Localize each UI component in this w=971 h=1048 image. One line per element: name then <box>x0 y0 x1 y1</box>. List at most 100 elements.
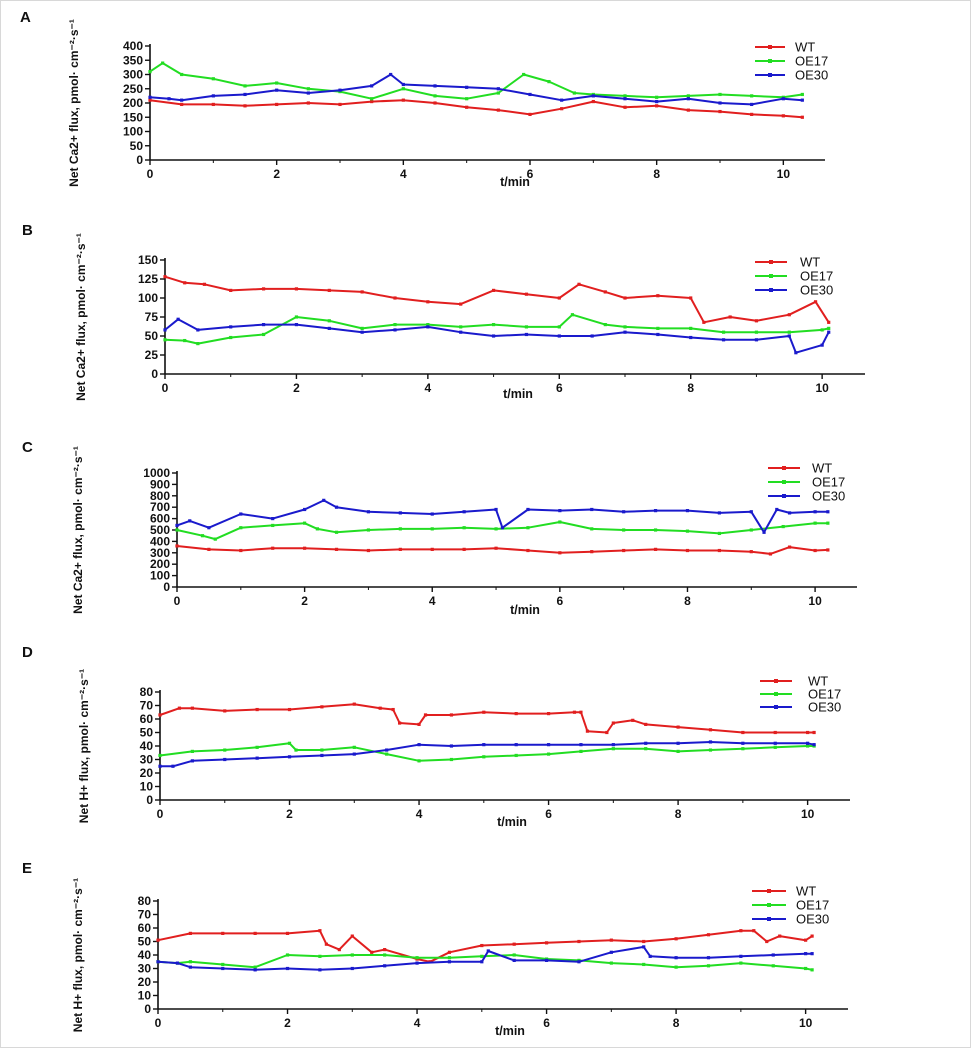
data-point-wt <box>749 550 753 554</box>
data-point-wt <box>180 102 184 107</box>
data-point-oe17 <box>315 527 319 531</box>
y-tick-label: 0 <box>136 153 143 167</box>
data-point-oe17 <box>196 342 200 346</box>
data-point-oe30 <box>433 84 437 88</box>
data-point-oe30 <box>827 330 831 334</box>
data-point-oe30 <box>708 740 713 744</box>
data-point-oe30 <box>706 956 711 960</box>
data-point-oe30 <box>749 510 753 514</box>
legend-label-oe30: OE30 <box>795 68 828 83</box>
data-point-oe30 <box>261 323 266 327</box>
data-point-oe17 <box>623 325 627 329</box>
data-point-oe30 <box>175 523 179 528</box>
panel-label: E <box>22 860 32 877</box>
panel-label: C <box>22 439 33 456</box>
legend-marker-oe30 <box>769 288 773 292</box>
data-point-oe30 <box>775 507 779 512</box>
data-point-oe17 <box>285 953 290 957</box>
y-axis-title: Net Ca2+ flux, pmol· cm⁻²·s⁻¹ <box>67 19 81 187</box>
data-point-wt <box>558 551 562 555</box>
panel-label: A <box>20 9 31 26</box>
data-point-oe30 <box>557 334 561 338</box>
data-point-oe17 <box>750 94 754 98</box>
data-point-wt <box>806 730 810 735</box>
data-point-oe30 <box>806 741 810 745</box>
data-point-wt <box>585 729 590 733</box>
data-point-wt <box>426 300 430 304</box>
data-point-oe17 <box>366 528 371 532</box>
data-point-oe30 <box>496 87 500 91</box>
data-point-oe30 <box>590 334 594 338</box>
y-tick-label: 0 <box>146 793 153 807</box>
data-point-oe30 <box>800 98 804 102</box>
data-point-wt <box>768 552 773 556</box>
data-point-oe17 <box>558 520 562 524</box>
data-point-wt <box>158 713 162 717</box>
y-tick-label: 150 <box>138 253 158 267</box>
data-point-wt <box>366 548 371 553</box>
data-point-wt <box>605 730 609 735</box>
data-point-wt <box>676 725 680 729</box>
y-tick-label: 80 <box>140 685 154 699</box>
data-point-wt <box>750 112 754 116</box>
data-point-oe17 <box>623 94 627 98</box>
x-tick-label: 0 <box>162 381 169 395</box>
data-point-oe30 <box>787 334 791 338</box>
legend-label-oe30: OE30 <box>808 700 841 715</box>
data-point-oe30 <box>271 517 275 521</box>
data-point-wt <box>447 950 452 954</box>
data-point-wt <box>211 102 215 107</box>
data-point-oe30 <box>794 351 798 355</box>
data-point-oe17 <box>417 759 421 763</box>
y-tick-label: 70 <box>138 908 152 922</box>
data-point-wt <box>787 313 791 317</box>
data-point-oe17 <box>287 741 292 745</box>
data-point-oe30 <box>685 509 690 513</box>
data-point-oe30 <box>417 743 421 747</box>
y-tick-label: 60 <box>138 921 152 935</box>
data-point-wt <box>826 548 830 552</box>
data-point-oe30 <box>773 741 777 745</box>
x-tick-label: 6 <box>527 167 534 181</box>
x-tick-label: 8 <box>675 807 682 821</box>
data-point-wt <box>557 296 561 300</box>
data-point-wt <box>378 706 382 710</box>
y-tick-label: 200 <box>123 96 143 110</box>
data-point-oe30 <box>648 954 652 958</box>
x-axis-title: t/min <box>510 603 540 617</box>
x-tick-label: 0 <box>157 807 164 821</box>
data-point-oe17 <box>609 961 613 965</box>
data-point-oe30 <box>401 82 405 87</box>
x-tick-label: 6 <box>556 381 563 395</box>
data-point-oe17 <box>706 964 711 968</box>
data-point-oe17 <box>294 315 299 319</box>
legend-label-oe17: OE17 <box>795 54 828 69</box>
x-tick-label: 8 <box>687 381 694 395</box>
data-point-wt <box>622 548 626 553</box>
data-point-oe30 <box>591 94 595 98</box>
data-point-wt <box>655 104 659 108</box>
data-point-oe17 <box>547 80 551 84</box>
data-point-wt <box>656 294 660 298</box>
data-point-wt <box>524 292 529 296</box>
data-point-wt <box>183 281 187 285</box>
series-line-oe17 <box>149 62 803 100</box>
data-point-wt <box>623 296 627 300</box>
data-point-wt <box>462 547 466 551</box>
data-point-oe17 <box>350 953 354 957</box>
data-point-wt <box>623 105 627 109</box>
data-point-oe30 <box>826 510 830 514</box>
y-tick-label: 75 <box>145 310 159 324</box>
data-point-wt <box>718 109 722 114</box>
data-point-oe17 <box>148 70 152 74</box>
data-point-oe30 <box>383 964 387 968</box>
data-point-oe17 <box>685 529 690 533</box>
y-tick-label: 400 <box>123 39 143 53</box>
data-point-oe17 <box>514 753 518 758</box>
y-tick-label: 40 <box>138 948 152 962</box>
data-point-oe17 <box>430 527 434 531</box>
data-point-wt <box>398 547 402 551</box>
chart-b: B 0 25 50 75 100 125 150 0 2 4 6 8 10 t/min Net Ca2+ fl… <box>22 222 865 401</box>
legend-marker-wt <box>782 466 786 470</box>
x-tick-label: 0 <box>155 1016 162 1030</box>
